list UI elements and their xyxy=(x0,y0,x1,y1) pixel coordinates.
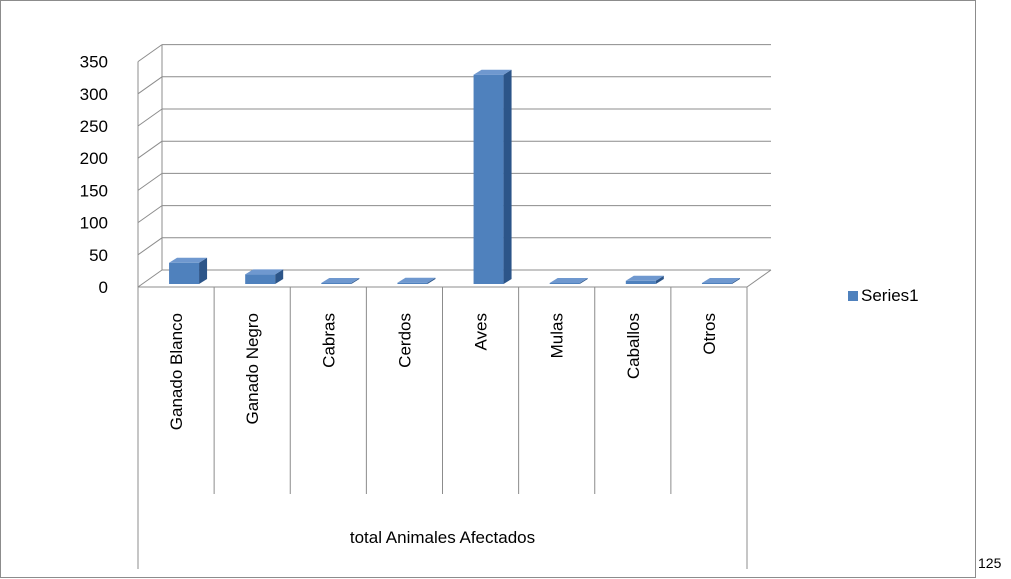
bar-side xyxy=(275,269,284,284)
bar xyxy=(625,275,664,284)
gridline-wall xyxy=(137,172,163,191)
bar-top xyxy=(701,278,740,283)
y-tick-label: 100 xyxy=(80,214,108,233)
gridline-wall xyxy=(137,140,163,159)
y-tick-label: 300 xyxy=(80,85,108,104)
gridline-wall xyxy=(137,237,163,256)
x-tick-label: Cabras xyxy=(319,313,338,368)
bar-front xyxy=(473,74,504,284)
bar-side xyxy=(655,275,664,284)
chart-frame: 0 50 100 150 200 250 300 350 Ganado Blanco Ganado… xyxy=(0,0,976,578)
bar-front xyxy=(397,282,428,284)
category-group-label: total Animales Afectados xyxy=(350,528,535,547)
bar-side xyxy=(503,69,512,284)
bar xyxy=(169,257,208,284)
bar-front xyxy=(321,283,352,284)
gridline-wall xyxy=(137,76,163,95)
x-tick-label: Otros xyxy=(700,313,719,355)
bar xyxy=(701,278,740,284)
x-tick-label: Mulas xyxy=(548,313,567,358)
bar xyxy=(245,269,284,284)
gridline-wall xyxy=(137,269,163,288)
bar xyxy=(321,278,360,284)
bar-top xyxy=(245,269,284,275)
y-tick-label: 50 xyxy=(89,246,108,265)
bar-front xyxy=(701,283,732,284)
y-tick-label: 350 xyxy=(80,53,108,72)
bar-top xyxy=(473,69,512,75)
gridline-wall xyxy=(137,108,163,127)
y-tick-label: 200 xyxy=(80,149,108,168)
legend-swatch xyxy=(848,291,858,301)
gridline-wall xyxy=(137,205,163,224)
bar-top xyxy=(321,278,360,283)
x-tick-label: Caballos xyxy=(624,313,643,379)
bar-side xyxy=(199,257,208,284)
bar-top xyxy=(625,275,664,281)
y-tick-label: 0 xyxy=(99,278,108,297)
chart-svg: 0 50 100 150 200 250 300 350 Ganado Blanco Ganado… xyxy=(80,44,919,569)
bar-front xyxy=(625,280,656,284)
x-tick-label: Cerdos xyxy=(395,313,414,368)
bar-side xyxy=(731,278,740,284)
x-tick-label: Ganado Negro xyxy=(243,313,262,425)
floor-right-edge xyxy=(746,269,772,288)
gridline-wall xyxy=(137,44,163,63)
x-tick-label: Ganado Blanco xyxy=(167,313,186,430)
bar xyxy=(549,278,588,284)
bar xyxy=(397,277,436,284)
bar-side xyxy=(351,278,360,284)
legend-label: Series1 xyxy=(861,286,919,305)
bar-top xyxy=(397,277,436,283)
bar-front xyxy=(549,283,580,284)
y-tick-label: 150 xyxy=(80,181,108,200)
bar-front xyxy=(245,274,276,284)
page-number: 125 xyxy=(978,555,1002,571)
bar-front xyxy=(169,262,200,284)
bar-top xyxy=(549,278,588,283)
bar-side xyxy=(579,278,588,284)
x-tick-label: Aves xyxy=(472,313,491,351)
bar-side xyxy=(427,277,436,284)
y-tick-label: 250 xyxy=(80,117,108,136)
bar-top xyxy=(169,257,208,263)
bar xyxy=(473,69,512,284)
